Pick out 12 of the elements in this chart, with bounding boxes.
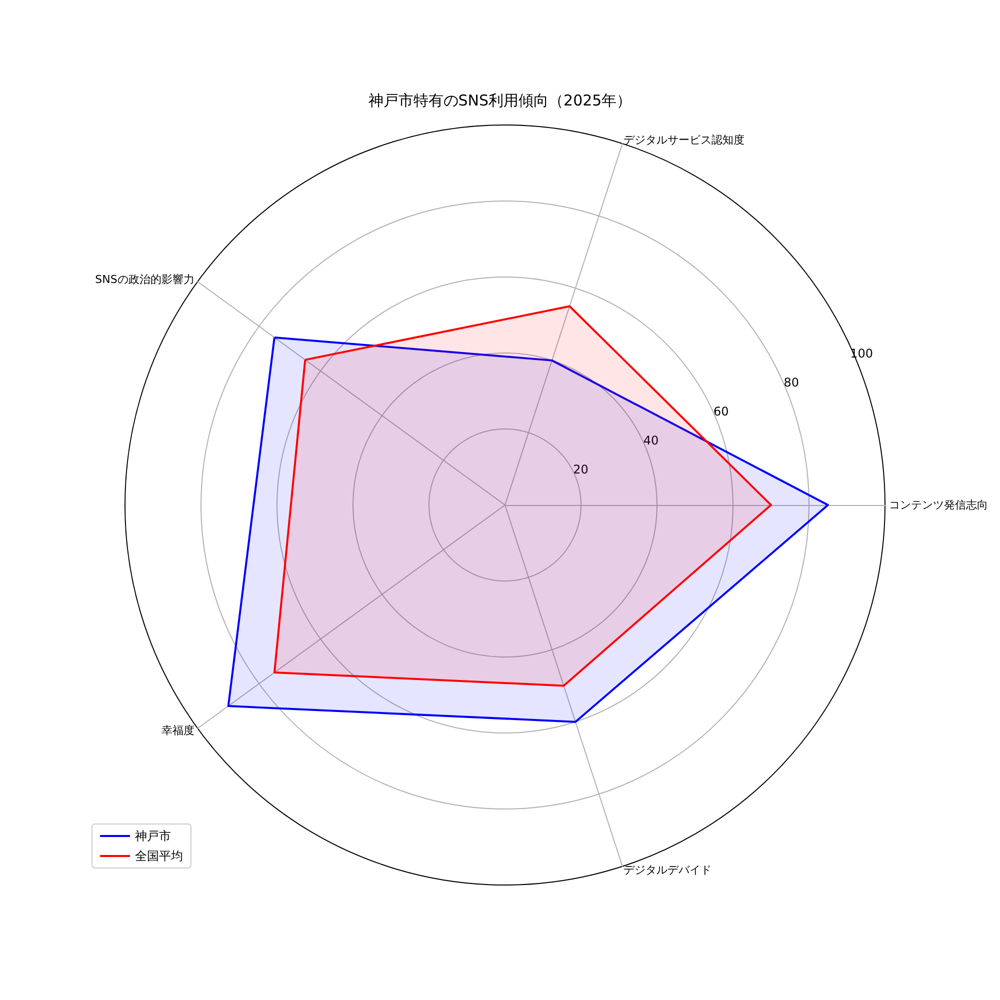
spoke-label: SNSの政治的影響力	[95, 272, 194, 286]
y-tick-label: 40	[643, 434, 659, 448]
spoke-label: デジタルサービス認知度	[624, 133, 745, 146]
y-tick-label: 60	[714, 404, 729, 418]
spoke-label: 幸福度	[161, 724, 194, 738]
legend-label: 神戸市	[135, 829, 171, 843]
legend-label: 全国平均	[135, 849, 183, 863]
spoke-label: コンテンツ発信志向	[889, 498, 988, 512]
y-tick-label: 80	[784, 375, 800, 390]
y-tick-label: 20	[573, 462, 588, 477]
spoke-label: デジタルデバイド	[624, 864, 712, 877]
chart-title: 神戸市特有のSNS利用傾向（2025年）	[368, 92, 632, 110]
